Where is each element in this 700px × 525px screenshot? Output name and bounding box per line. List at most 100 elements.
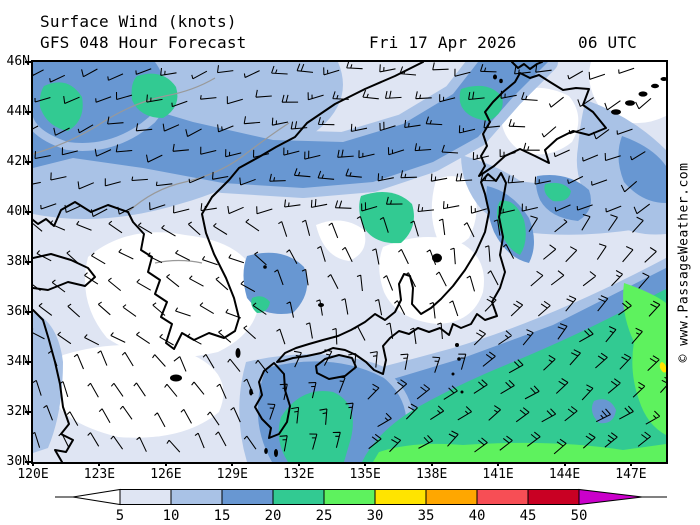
island [638,91,648,97]
lon-tick [364,458,367,466]
wind-region [33,62,548,188]
lon-tick [231,458,234,466]
legend-value: 5 [116,508,124,524]
island [451,372,455,376]
lat-label: 44N [6,104,30,119]
wind-region [33,312,63,453]
wind-region [623,283,666,435]
island [611,109,621,115]
wind-region [496,200,526,255]
island [170,374,182,382]
wind-region [431,176,477,246]
lon-tick [430,458,433,466]
wind-region [278,391,353,462]
lat-tick [25,211,33,213]
wind-region [316,220,366,261]
legend-segment [374,489,427,505]
wind-speed-legend: 5 10 15 20 25 30 35 40 45 50 [55,488,667,524]
legend-value: 25 [316,508,333,524]
wind-region [39,82,83,131]
wind-region [359,191,414,244]
lon-label: 126E [150,467,182,482]
lat-label: 32N [6,404,30,419]
legend-segment [221,489,274,505]
island [235,348,241,358]
legend-segment [119,489,172,505]
island [455,343,459,347]
forecast-time: 06 UTC [578,33,637,52]
wind-map [31,60,668,464]
lat-tick [25,361,33,363]
wind-region [373,442,666,462]
wind-region [659,362,666,373]
coastline [33,201,129,227]
lat-tick [25,161,33,163]
lat-tick [25,461,33,463]
lat-label: 38N [6,254,30,269]
country-border [33,77,216,155]
wind-region [591,399,616,424]
wind-region [85,232,260,358]
country-border [154,259,203,264]
legend-tail [72,488,121,506]
coastline [127,62,424,350]
wind-barbs [33,62,666,455]
legend-value: 40 [469,508,486,524]
legend-segment [425,489,478,505]
lon-tick [32,458,34,466]
wind-region [131,73,178,118]
lon-label: 138E [415,467,448,482]
lon-tick [563,458,566,466]
legend-segment [170,489,223,505]
wind-region [362,289,666,462]
lat-tick [25,61,33,63]
island [460,390,464,394]
lat-tick [25,311,33,313]
lon-label: 144E [548,467,581,482]
copyright-text: © www.PassageWeather.com [676,162,691,362]
island [651,83,659,89]
legend-value: 50 [571,508,588,524]
lon-label: 147E [615,467,647,482]
island [457,357,461,361]
wind-region [589,62,666,124]
copyright-watermark: © www.PassageWeather.com [667,62,700,462]
legend-value: 45 [520,508,537,524]
legend-value: 10 [163,508,180,524]
island [264,448,268,454]
lon-label: 129E [216,467,248,482]
legend-head [578,488,643,506]
lat-tick [25,111,33,113]
lon-tick [164,458,167,466]
lon-label: 135E [349,467,381,482]
coastline [33,253,96,291]
island [274,449,278,457]
legend-value: 20 [265,508,282,524]
model-run-label: GFS 048 Hour Forecast [40,33,247,52]
legend-segment [272,489,325,505]
legend-segment [323,489,376,505]
coastline [315,354,357,380]
legend-segment [527,489,580,505]
lon-label: 120E [17,467,49,482]
lon-label: 132E [283,467,315,482]
lon-label: 123E [83,467,116,482]
island [625,100,635,106]
lat-label: 36N [6,304,30,319]
lat-tick [25,261,33,263]
lat-label: 46N [6,54,30,69]
lat-label: 34N [6,354,30,369]
lon-label: 141E [482,467,514,482]
lat-label: 30N [6,454,30,469]
lon-tick [629,458,632,466]
lat-tick [25,411,33,413]
lat-label: 42N [6,154,30,169]
coastline [33,309,74,462]
coastline [276,172,507,375]
island [493,74,497,80]
page-title: Surface Wind (knots) [40,12,237,31]
island [660,77,666,81]
island [263,265,267,269]
legend-value: 15 [214,508,231,524]
